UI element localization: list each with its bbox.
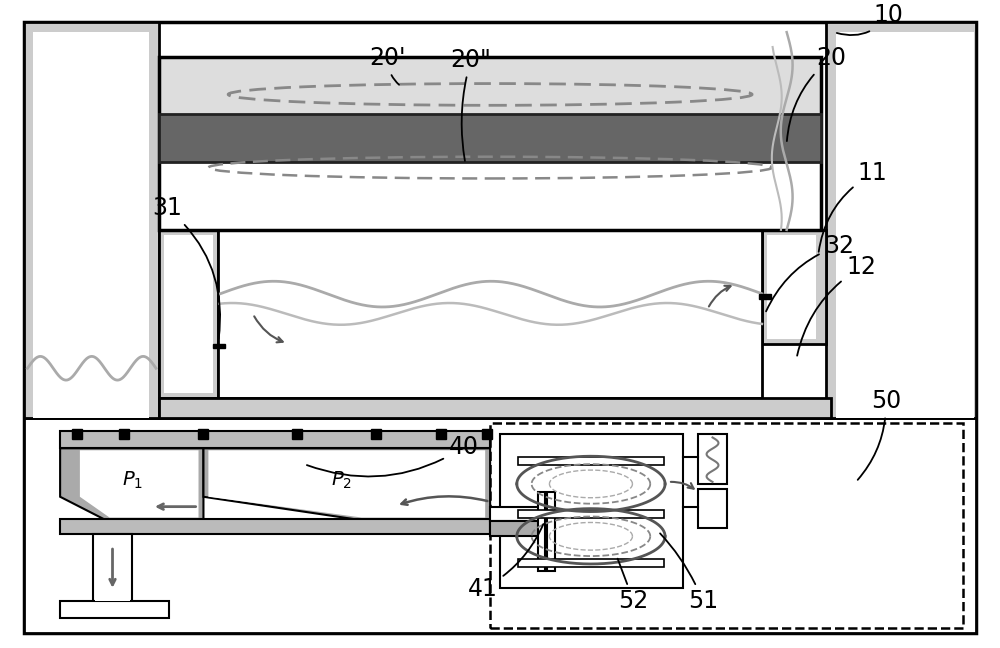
Polygon shape [60,448,203,520]
Bar [159,57,821,116]
Bar [93,535,132,607]
Bar [538,492,545,571]
Bar [159,116,821,230]
Text: 20": 20" [451,48,491,161]
Bar [213,343,225,349]
Polygon shape [208,450,485,518]
Bar [60,601,169,618]
Bar [164,235,213,393]
Bar [762,230,826,343]
Bar [490,422,963,628]
Bar [490,522,544,537]
Polygon shape [80,450,199,518]
Bar [759,294,771,299]
Bar [24,22,159,418]
Bar [60,520,490,535]
Text: 41: 41 [468,524,543,601]
Bar [159,230,218,398]
Bar [159,398,831,418]
Text: 11: 11 [819,161,888,252]
Text: $P_1$: $P_1$ [122,469,143,491]
Text: 52: 52 [618,559,649,614]
Text: 10: 10 [837,3,904,35]
Bar [518,559,664,567]
Text: 32: 32 [766,233,854,311]
Text: $P_2$: $P_2$ [331,469,352,491]
Bar [159,114,821,161]
Text: 40: 40 [307,435,479,476]
Bar [518,457,664,465]
Bar [95,537,130,601]
Polygon shape [203,448,490,520]
Bar [490,507,544,522]
Bar [698,489,727,528]
Text: 51: 51 [660,533,718,614]
Text: 20': 20' [370,46,406,85]
Text: 12: 12 [797,255,876,356]
Bar [500,434,683,588]
Text: 50: 50 [858,389,901,480]
Bar [33,32,149,418]
Bar [60,430,490,448]
Text: 31: 31 [152,196,220,339]
Bar [767,235,816,339]
Bar [218,230,762,398]
Bar [547,492,555,571]
Bar [826,22,976,418]
Bar [159,57,821,230]
Bar [518,509,664,518]
Bar [836,32,974,418]
Text: 20: 20 [787,46,846,141]
Bar [698,434,727,484]
Bar [24,418,976,633]
